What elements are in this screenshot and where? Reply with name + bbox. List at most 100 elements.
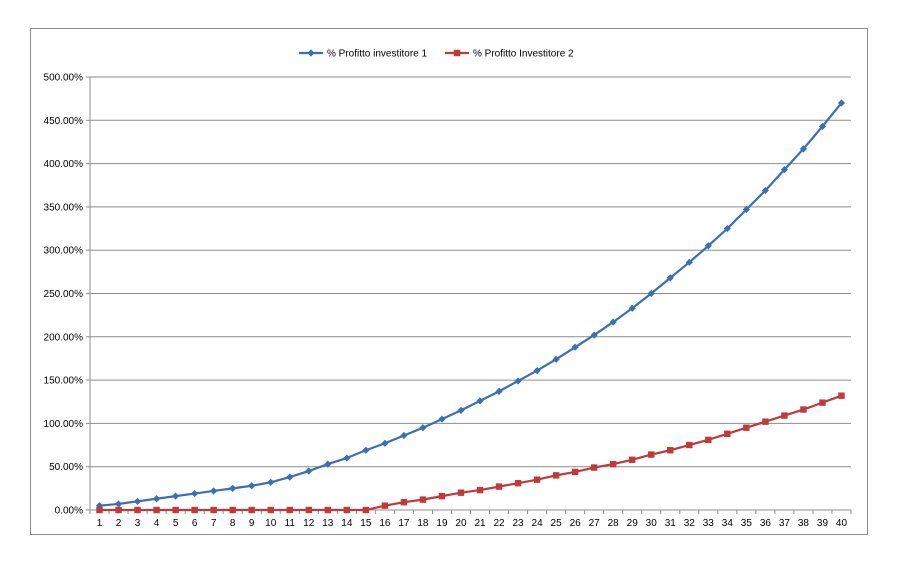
axes [89,77,852,514]
data-point-marker [609,318,617,326]
data-point-marker [191,506,198,514]
x-tick-label: 39 [817,518,829,529]
y-tick-label: 450.00% [44,116,84,127]
y-tick-label: 150.00% [44,376,84,387]
data-point-marker [343,506,351,514]
x-tick-label: 4 [154,518,160,529]
data-point-marker [324,506,332,514]
data-point-marker [686,441,693,449]
data-point-marker [210,506,217,514]
data-point-marker [723,224,731,233]
data-point-marker [609,460,617,468]
data-point-marker [476,486,484,494]
legend-label: % Profitto Investitore 2 [473,49,574,60]
x-tick-label: 10 [265,518,277,529]
data-point-marker [781,412,788,419]
y-tick-label: 100.00% [44,419,84,430]
x-tick-label: 3 [135,518,141,529]
data-point-marker [571,468,579,476]
data-point-marker [628,304,636,312]
y-axis-ticks: 0.00% 50.00% 100.00% 150.00% 200.00% 250.00% 3… [44,73,84,517]
data-point-marker [362,446,370,454]
data-point-marker [780,166,789,174]
data-point-marker [96,506,103,514]
data-point-marker [286,473,294,481]
data-point-marker [590,331,598,339]
data-point-marker [743,424,750,431]
data-point-marker [514,377,522,385]
series-2 [96,392,845,514]
plot-area [95,99,846,514]
x-tick-label: 24 [532,518,544,529]
data-point-marker [438,415,446,423]
data-point-marker [114,500,123,508]
x-tick-label: 19 [436,518,448,529]
x-tick-label: 1 [97,518,103,529]
data-point-marker [666,274,674,282]
data-point-marker [133,497,142,505]
legend-marker [307,49,315,57]
data-point-marker [172,506,179,514]
x-tick-label: 14 [341,518,353,529]
y-tick-label: 400.00% [44,159,84,170]
data-point-marker [134,506,141,514]
data-point-marker [305,506,312,514]
data-point-marker [476,397,484,405]
series-1 [95,99,846,510]
x-tick-label: 9 [249,518,255,529]
x-tick-label: 38 [798,518,810,529]
x-tick-label: 30 [646,518,658,529]
x-tick-label: 22 [493,518,505,529]
data-point-marker [267,506,274,514]
data-point-marker [305,467,313,475]
data-point-marker [191,489,199,498]
data-point-marker [705,436,712,444]
data-point-marker [648,451,655,458]
y-tick-label: 500.00% [44,73,84,84]
data-point-marker [229,506,236,514]
x-tick-label: 27 [589,518,601,529]
data-point-marker [552,355,560,363]
data-point-marker [381,439,389,447]
x-tick-label: 8 [230,518,236,529]
gridlines [86,76,851,511]
x-tick-label: 28 [608,518,620,529]
data-point-marker [837,99,846,107]
x-tick-label: 26 [570,518,582,529]
x-tick-label: 12 [303,518,315,529]
y-tick-label: 250.00% [44,289,84,300]
data-point-marker [419,496,427,503]
data-point-marker [590,464,598,471]
data-point-marker [362,506,370,514]
x-tick-label: 2 [116,518,122,529]
series-line [99,394,842,512]
x-tick-label: 25 [551,518,563,529]
data-point-marker [761,186,769,195]
y-tick-label: 350.00% [44,202,84,213]
data-point-marker [152,495,161,503]
x-tick-label: 11 [285,518,296,529]
line-chart: 0.00% 50.00% 100.00% 150.00% 200.00% 250.00% 3… [44,49,852,529]
legend-item-2: % Profitto Investitore 2 [445,49,574,60]
data-point-marker [438,492,446,500]
x-tick-label: 31 [665,518,677,529]
x-tick-label: 40 [836,518,848,529]
data-point-marker [457,406,465,415]
data-point-marker [762,418,769,425]
x-tick-label: 37 [779,518,791,529]
data-point-marker [533,366,541,375]
x-tick-label: 32 [684,518,696,529]
x-tick-label: 15 [360,518,372,529]
data-point-marker [552,472,560,479]
data-point-marker [800,406,807,413]
data-point-marker [153,506,160,514]
legend-marker [453,49,461,57]
data-point-marker [419,424,427,432]
data-point-marker [838,392,845,399]
x-tick-label: 33 [703,518,715,529]
legend-label: % Profitto investitore 1 [327,49,427,60]
x-tick-label: 18 [417,518,429,529]
x-tick-label: 20 [455,518,467,529]
data-point-marker [400,499,408,506]
data-point-marker [381,502,389,509]
